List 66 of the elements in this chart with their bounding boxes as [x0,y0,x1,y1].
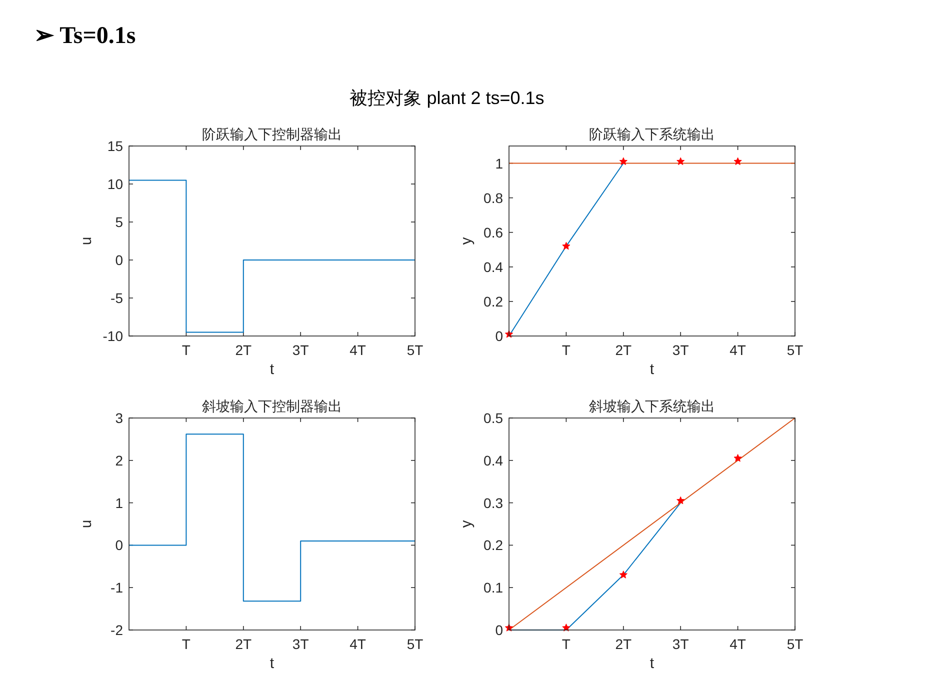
x-tick-label: 2T [235,342,252,358]
x-tick-label: 2T [615,342,632,358]
point [619,157,628,166]
x-tick-label: T [562,636,571,652]
y-axis-title: u [78,236,95,246]
text: ➢ Ts=0.1s [34,23,136,49]
x-axis-title: t [650,655,655,672]
point [734,454,742,462]
point [676,157,685,166]
x-tick-label: 3T [292,342,310,358]
y-tick-label: 0.5 [484,410,504,426]
y-tick-label: -10 [102,328,124,344]
y-tick-label: -2 [110,622,124,638]
x-tick-label: 5T [786,636,804,652]
chart-title: 斜坡输入下控制器输出 [202,398,342,414]
y-axis-title: y [458,520,475,528]
y-tick-label: 1 [495,155,504,172]
point [619,570,628,578]
y-tick-label: 0.3 [484,494,504,511]
y-tick-label: 1 [115,494,124,511]
chart-title: 阶跃输入下系统输出 [589,126,715,142]
y-tick-label: 0.4 [484,258,504,275]
x-tick-label: 5T [786,342,804,358]
x-tick-label: T [182,342,191,358]
y-tick-label: 0.2 [484,537,504,554]
y-tick-label: 0.2 [484,293,504,310]
x-tick-label: T [182,636,191,652]
point [562,624,570,632]
y-tick-label: 0.4 [484,452,504,468]
x-tick-label: T [562,342,571,358]
text: 被控对象 plant 2 ts=0.1s [350,88,544,108]
y-tick-label: 0.8 [484,190,504,206]
y-axis-title: y [458,236,475,245]
x-axis-title: t [270,361,275,378]
point [676,496,685,504]
x-axis-title: t [270,655,275,672]
y-tick-label: 0 [495,622,504,638]
x-tick-label: 2T [615,636,632,652]
y-tick-label: 0 [115,537,124,554]
y-tick-label: 15 [107,138,124,154]
x-axis-title: t [650,361,655,378]
x-tick-label: 2T [235,636,252,652]
y-tick-label: 10 [107,176,124,192]
x-tick-label: 4T [350,636,366,652]
y-tick-label: 0 [115,252,124,268]
x-tick-label: 3T [672,342,690,358]
y-tick-label: 2 [115,452,124,468]
x-tick-label: 4T [730,636,746,652]
y-axis-title: u [78,520,95,528]
chart-title: 阶跃输入下控制器输出 [202,126,342,142]
x-tick-label: 5T [406,636,424,652]
x-tick-label: 3T [672,636,690,652]
point [734,157,742,166]
x-tick-label: 4T [350,342,366,358]
y-tick-label: -5 [110,290,124,306]
y-tick-label: 3 [115,410,124,426]
y-tick-label: 0.1 [484,580,504,596]
chart-title: 斜坡输入下系统输出 [589,398,715,414]
y-tick-label: 5 [115,214,124,230]
x-tick-label: 3T [292,636,310,652]
x-tick-label: 4T [730,342,746,358]
y-tick-label: 0.6 [484,224,504,240]
y-tick-label: -1 [110,580,124,596]
y-tick-label: 0 [495,328,504,344]
point [562,242,570,250]
x-tick-label: 5T [406,342,424,358]
